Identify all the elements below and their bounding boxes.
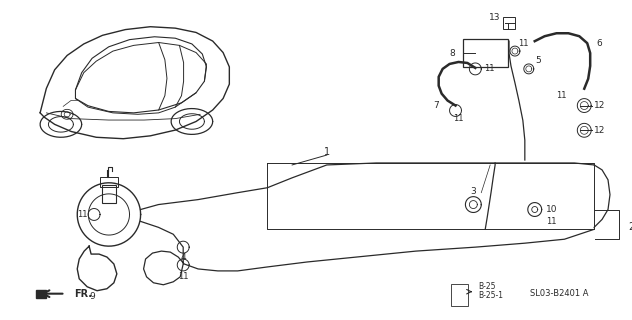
Text: 11: 11: [518, 39, 528, 48]
Bar: [451, 284, 468, 306]
Text: 10: 10: [546, 205, 557, 214]
Text: 9: 9: [89, 292, 95, 301]
Text: 11: 11: [77, 210, 87, 219]
Text: FR.: FR.: [75, 289, 92, 299]
Text: 3: 3: [470, 187, 477, 196]
Bar: [463, 39, 508, 67]
Text: 1: 1: [324, 147, 330, 157]
Text: 5: 5: [535, 56, 540, 66]
Text: B-25-1: B-25-1: [478, 291, 503, 300]
Text: 12: 12: [595, 126, 606, 135]
Text: SL03-B2401 A: SL03-B2401 A: [530, 289, 588, 298]
Text: 8: 8: [450, 49, 456, 58]
Text: 2: 2: [629, 222, 632, 232]
Text: B-25: B-25: [478, 282, 495, 291]
Bar: [100, 177, 118, 187]
Text: 11: 11: [453, 114, 464, 123]
Text: 4: 4: [180, 252, 186, 261]
Text: 11: 11: [178, 272, 188, 281]
Text: 7: 7: [433, 101, 439, 110]
Text: 6: 6: [596, 39, 602, 48]
Bar: [503, 17, 515, 29]
Text: 12: 12: [595, 101, 606, 110]
Text: 11: 11: [556, 91, 567, 100]
Polygon shape: [35, 290, 46, 298]
Text: 11: 11: [546, 217, 557, 226]
Text: 11: 11: [484, 64, 494, 73]
Text: 13: 13: [489, 13, 500, 22]
Bar: [102, 185, 116, 203]
